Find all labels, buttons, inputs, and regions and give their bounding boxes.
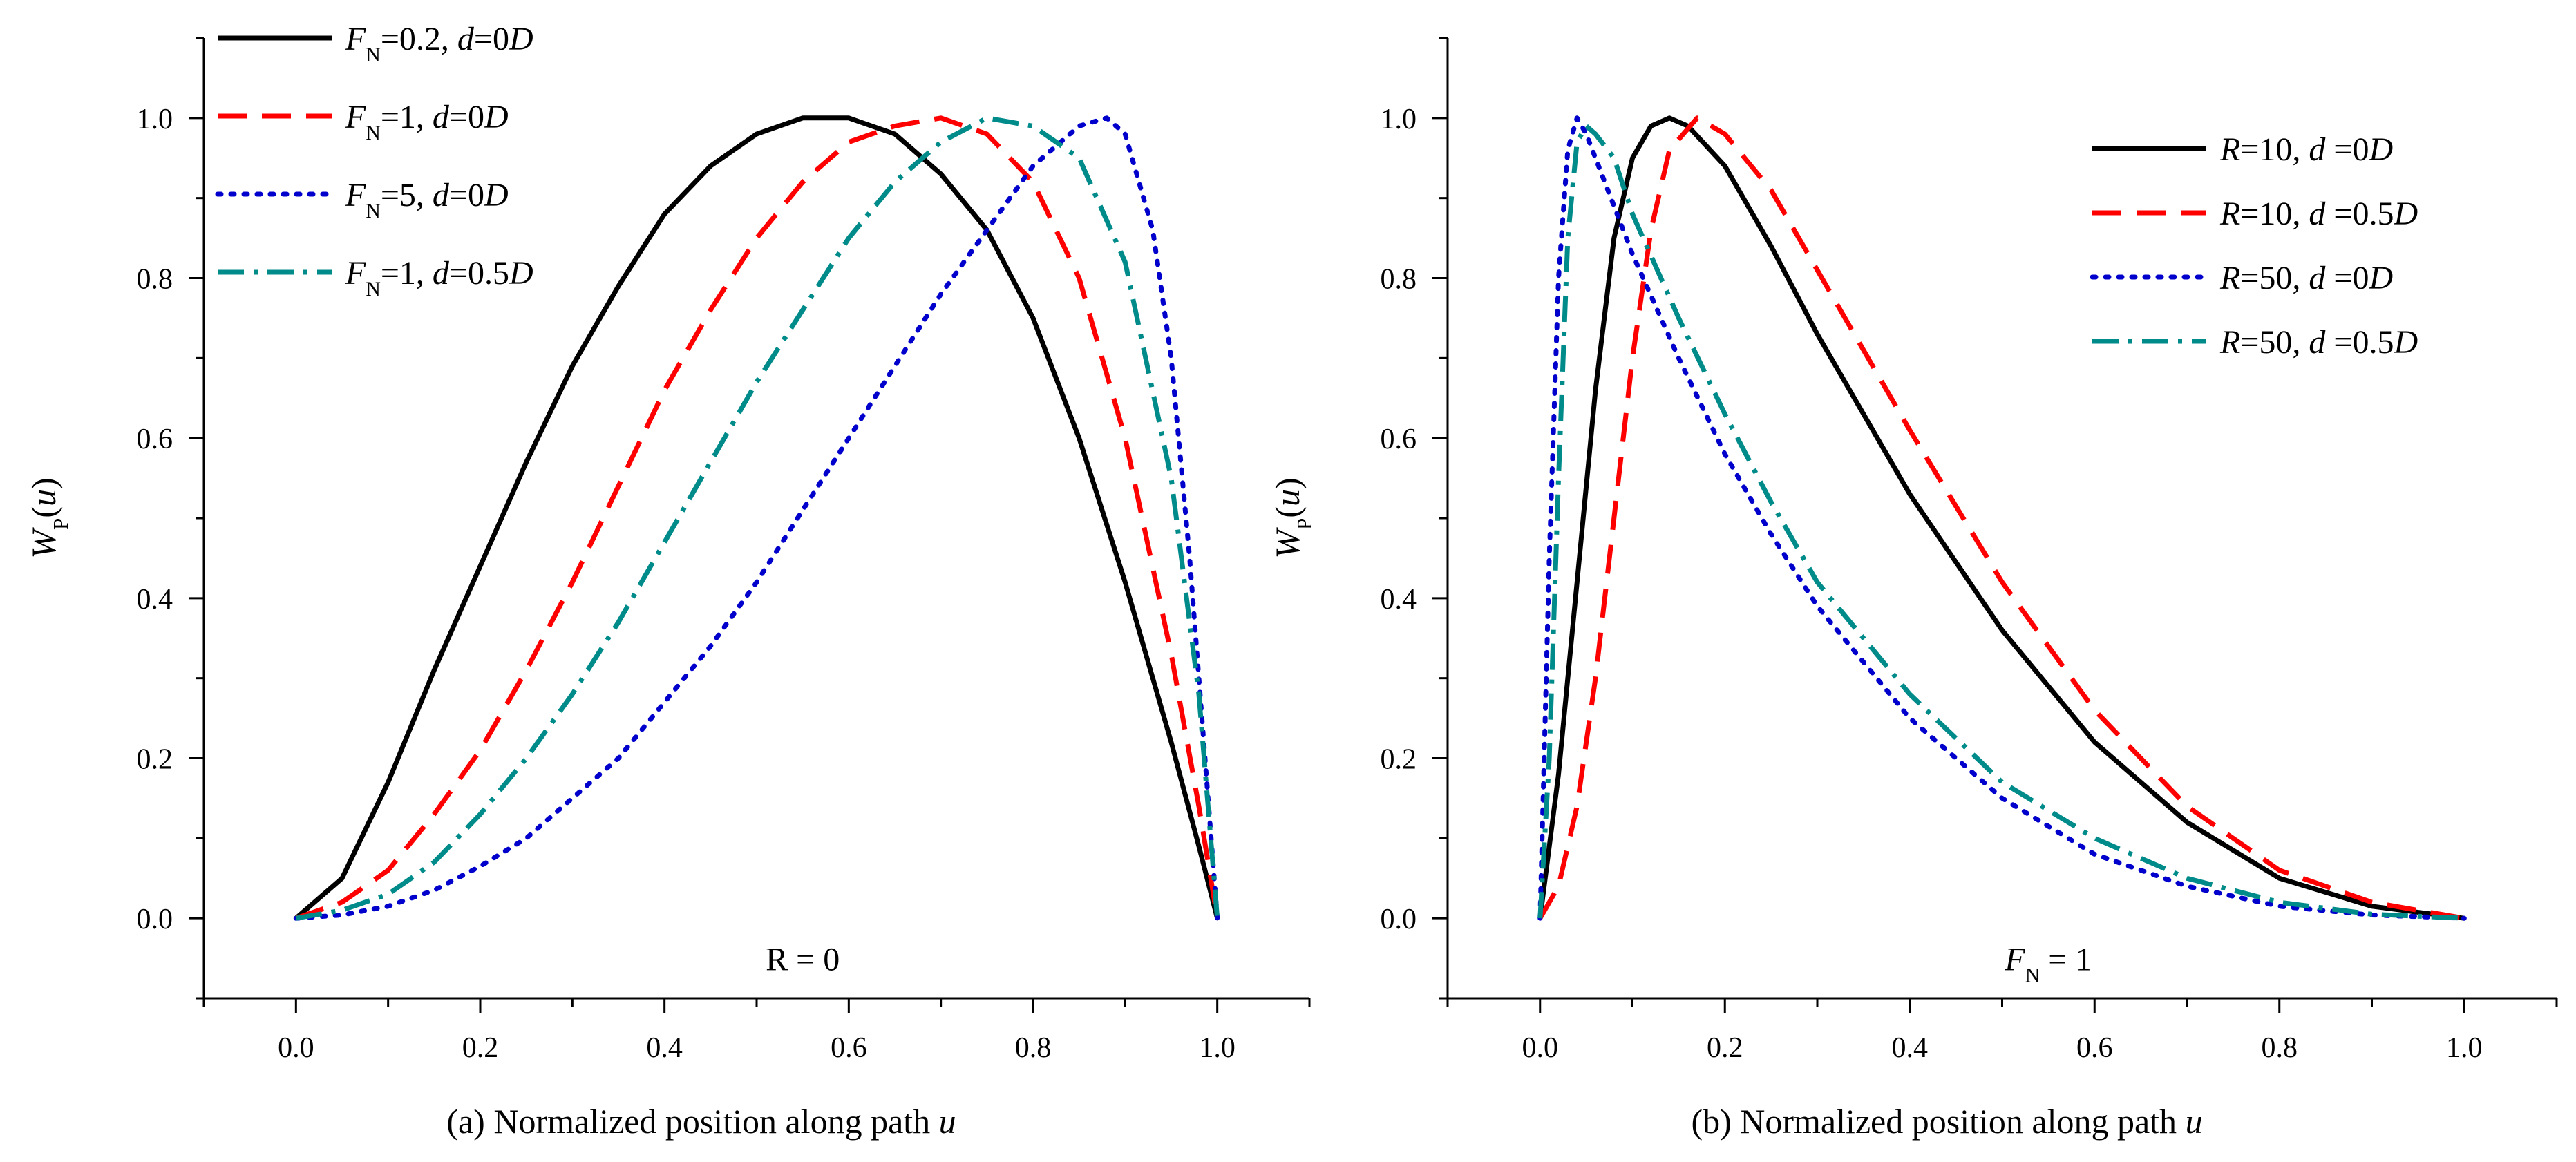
panel-b-caption: (b) Normalized position along path u: [1691, 1102, 2202, 1141]
panel-b-series-line-3: [1537, 115, 2467, 921]
panel-a-series-line-2: [295, 115, 1220, 921]
panel-a-chart: 0.0 0.2 0.4 0.6 0.8 1.0 0.0 0.2 0.4 0.6 0.8 1.0 WP(u…: [24, 21, 1311, 1141]
panel-b-legend-label-2: R=10, d =0.5D: [2219, 196, 2418, 232]
panel-a-legend-label-3: FN=5, d=0D: [345, 177, 509, 222]
panel-a-legend-label-2: FN=1, d=0D: [345, 99, 509, 144]
panel-a-y-tick-label: 0.2: [137, 744, 173, 776]
panel-b-series-line-2: [1537, 115, 2465, 921]
panel-b-x-tick-label: 0.8: [2262, 1032, 2298, 1064]
panel-a-caption: (a) Normalized position along path u: [446, 1102, 956, 1141]
panel-b-x-tick-label: 1.0: [2446, 1032, 2483, 1064]
panel-b-legend-label-1: R=10, d =0D: [2219, 131, 2393, 168]
panel-b-series-line-1: [1537, 115, 2465, 921]
panel-a-series-line-1: [294, 115, 1220, 920]
panel-a-legend: FN=0.2, d=0D FN=1, d=0D FN=5, d=0D FN=1, d=…: [215, 21, 533, 301]
panel-b-y-axis-title: WP(u): [1268, 477, 1316, 558]
panel-b-y-tick-label: 0.0: [1381, 904, 1417, 935]
panel-a-x-tick-label: 1.0: [1199, 1032, 1235, 1064]
panel-a-y-tick-label: 1.0: [137, 104, 173, 135]
panel-a-x-tick-label: 0.6: [831, 1032, 867, 1064]
panel-a-legend-label-1: FN=0.2, d=0D: [345, 21, 533, 66]
panel-a-series-line-3: [293, 115, 1220, 921]
panel-b-y-tick-label: 0.2: [1381, 744, 1417, 776]
panel-b-legend-label-3: R=50, d =0D: [2219, 260, 2393, 296]
panel-b-y-tick-label: 0.4: [1381, 584, 1417, 616]
panel-b-legend: R=10, d =0D R=10, d =0.5D R=50, d =0D R=50,…: [2090, 131, 2418, 361]
panel-a-legend-label-4: FN=1, d=0.5D: [345, 255, 533, 301]
panel-b-y-tick-label: 1.0: [1381, 104, 1417, 135]
panel-b-series-line-4: [1537, 123, 2465, 921]
panel-a-x-tick-label: 0.8: [1015, 1032, 1052, 1064]
panel-a-y-tick-label: 0.4: [137, 584, 173, 616]
panel-b-chart: 0.0 0.2 0.4 0.6 0.8 1.0 0.0 0.2 0.4 0.6 0.8 1.0 WP(u…: [1268, 37, 2558, 1141]
panel-a-x-tick-label: 0.0: [278, 1032, 314, 1064]
panel-b-x-tick-label: 0.2: [1707, 1032, 1743, 1064]
panel-a-y-tick-label: 0.6: [137, 423, 173, 455]
panel-b-y-tick-label: 0.6: [1381, 423, 1417, 455]
panel-b-annotation: FN = 1: [2004, 941, 2092, 987]
panel-b-x-tick-label: 0.6: [2076, 1032, 2113, 1064]
panel-b-x-tick-label: 0.4: [1892, 1032, 1929, 1064]
panel-a-series-line-4: [295, 115, 1220, 921]
panel-a-x-tick-label: 0.4: [646, 1032, 683, 1064]
panel-b-y-tick-label: 0.8: [1381, 264, 1417, 296]
panel-b-x-tick-label: 0.0: [1522, 1032, 1559, 1064]
panel-a-x-tick-label: 0.2: [462, 1032, 499, 1064]
panel-a-y-tick-label: 0.8: [137, 264, 173, 296]
panel-a-y-axis-title: WP(u): [24, 477, 73, 558]
panel-a-y-tick-label: 0.0: [137, 904, 173, 935]
panel-b-legend-label-4: R=50, d =0.5D: [2219, 324, 2418, 361]
panel-a-annotation: R = 0: [766, 941, 840, 978]
